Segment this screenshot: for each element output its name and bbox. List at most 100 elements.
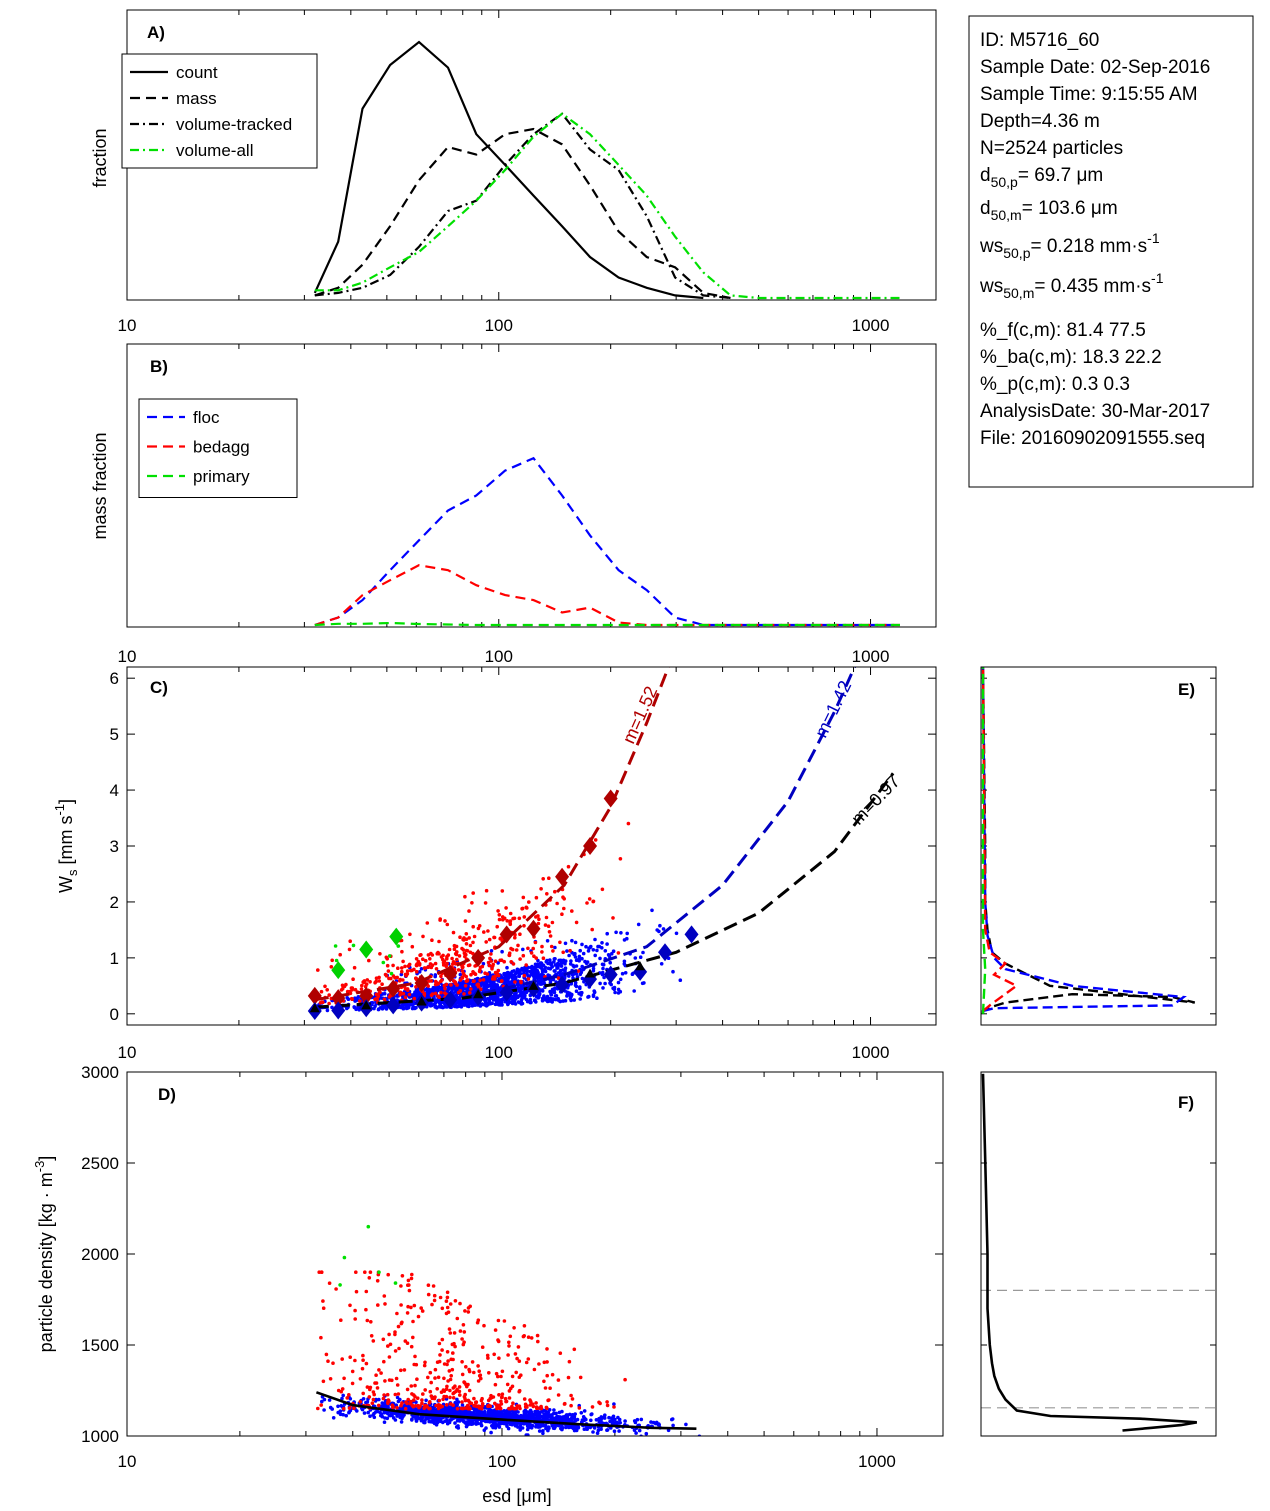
scatter-point (471, 970, 475, 974)
info-line: d50,m= 103.6 μm (980, 198, 1118, 223)
scatter-point (395, 1405, 399, 1410)
info-line: ws50,p= 0.218 mm·s-1 (979, 230, 1160, 261)
scatter-point (538, 976, 542, 980)
scatter-point (398, 993, 403, 997)
scatter-point (539, 887, 543, 891)
scatter-point (433, 1376, 437, 1380)
scatter-point (655, 928, 659, 932)
scatter-point (479, 1398, 484, 1403)
scatter-point (497, 1356, 501, 1360)
scatter-point (350, 988, 355, 992)
scatter-point (377, 990, 382, 994)
scatter-point (502, 1319, 507, 1323)
scatter-point (592, 1426, 597, 1430)
scatter-point (470, 1003, 475, 1008)
fit-label-all: m=0.97 (847, 771, 903, 828)
scatter-point (360, 983, 364, 988)
binned-mean-marker (331, 961, 346, 980)
distribution-black (981, 667, 1196, 1014)
scatter-point (583, 959, 587, 964)
panel-c-ylabel: Ws [mm s-1] (52, 799, 80, 893)
scatter-point (593, 953, 597, 958)
scatter-point (552, 1426, 557, 1431)
scatter-point (400, 949, 404, 954)
panel-d-xtick-label: 10 (118, 1452, 137, 1471)
binned-mean-marker (635, 961, 646, 971)
scatter-point (434, 985, 439, 990)
binned-mean-marker (331, 989, 346, 1008)
legend-entry: floc (193, 408, 220, 427)
scatter-point (470, 1360, 475, 1364)
scatter-point (389, 1411, 394, 1415)
scatter-point (403, 995, 408, 999)
scatter-point (483, 971, 487, 975)
scatter-point (354, 1007, 358, 1012)
scatter-point (458, 972, 463, 977)
scatter-point (358, 999, 362, 1003)
scatter-point (381, 1396, 386, 1401)
scatter-point (487, 963, 492, 968)
scatter-point (364, 1400, 368, 1405)
scatter-point (460, 1403, 465, 1407)
scatter-point (393, 1281, 398, 1285)
scatter-point (399, 1284, 403, 1288)
fit-label-bedagg: m=1.52 (618, 683, 661, 746)
scatter-point (397, 979, 402, 983)
scatter-point (493, 1328, 498, 1332)
scatter-point (399, 1420, 404, 1424)
scatter-point (476, 1318, 481, 1322)
scatter-point (501, 917, 505, 922)
scatter-point (684, 1422, 688, 1427)
scatter-point (598, 956, 602, 961)
scatter-point (556, 1378, 561, 1382)
scatter-point (411, 1335, 415, 1340)
scatter-point (472, 1403, 476, 1408)
scatter-point (496, 1415, 500, 1419)
scatter-point (378, 1410, 382, 1415)
scatter-point (482, 1428, 487, 1432)
scatter-point (440, 1348, 444, 1352)
density-fit-line (315, 1391, 697, 1430)
scatter-point (573, 1427, 577, 1431)
scatter-point (625, 931, 629, 936)
scatter-point (618, 1421, 622, 1425)
scatter-point (536, 914, 540, 918)
scatter-point (424, 1398, 428, 1403)
scatter-point (480, 1403, 485, 1408)
scatter-point (658, 923, 662, 928)
scatter-point (367, 1276, 372, 1280)
scatter-point (537, 1429, 542, 1433)
scatter-point (421, 957, 425, 961)
scatter-point (517, 1388, 522, 1393)
scatter-point (547, 1398, 551, 1402)
scatter-point (433, 991, 438, 996)
scatter-point (448, 1388, 452, 1393)
scatter-point (443, 987, 447, 991)
scatter-point (451, 962, 455, 966)
panel-a-label: A) (147, 23, 165, 42)
scatter-point (461, 987, 465, 991)
scatter-point (568, 996, 573, 1001)
fit-line (314, 667, 857, 1010)
scatter-point (644, 1431, 649, 1436)
scatter-point (363, 1270, 367, 1274)
scatter-point (445, 1290, 450, 1295)
scatter-point (545, 892, 549, 896)
scatter-point (441, 1397, 445, 1402)
scatter-point (567, 1359, 572, 1364)
scatter-point (443, 991, 447, 995)
scatter-point (485, 996, 490, 1001)
scatter-point (351, 977, 355, 981)
scatter-point (473, 972, 478, 976)
scatter-point (449, 1374, 454, 1378)
scatter-point (529, 1399, 533, 1404)
scatter-point (601, 986, 605, 990)
info-box: ID: M5716_60 Sample Date: 02-Sep-2016 Samp… (968, 15, 1254, 488)
scatter-point (451, 1396, 456, 1400)
scatter-point (401, 959, 405, 964)
scatter-point (494, 1371, 499, 1376)
scatter-point (458, 1393, 462, 1397)
scatter-point (597, 1400, 601, 1405)
scatter-point (437, 1398, 442, 1403)
scatter-point (545, 1360, 549, 1364)
